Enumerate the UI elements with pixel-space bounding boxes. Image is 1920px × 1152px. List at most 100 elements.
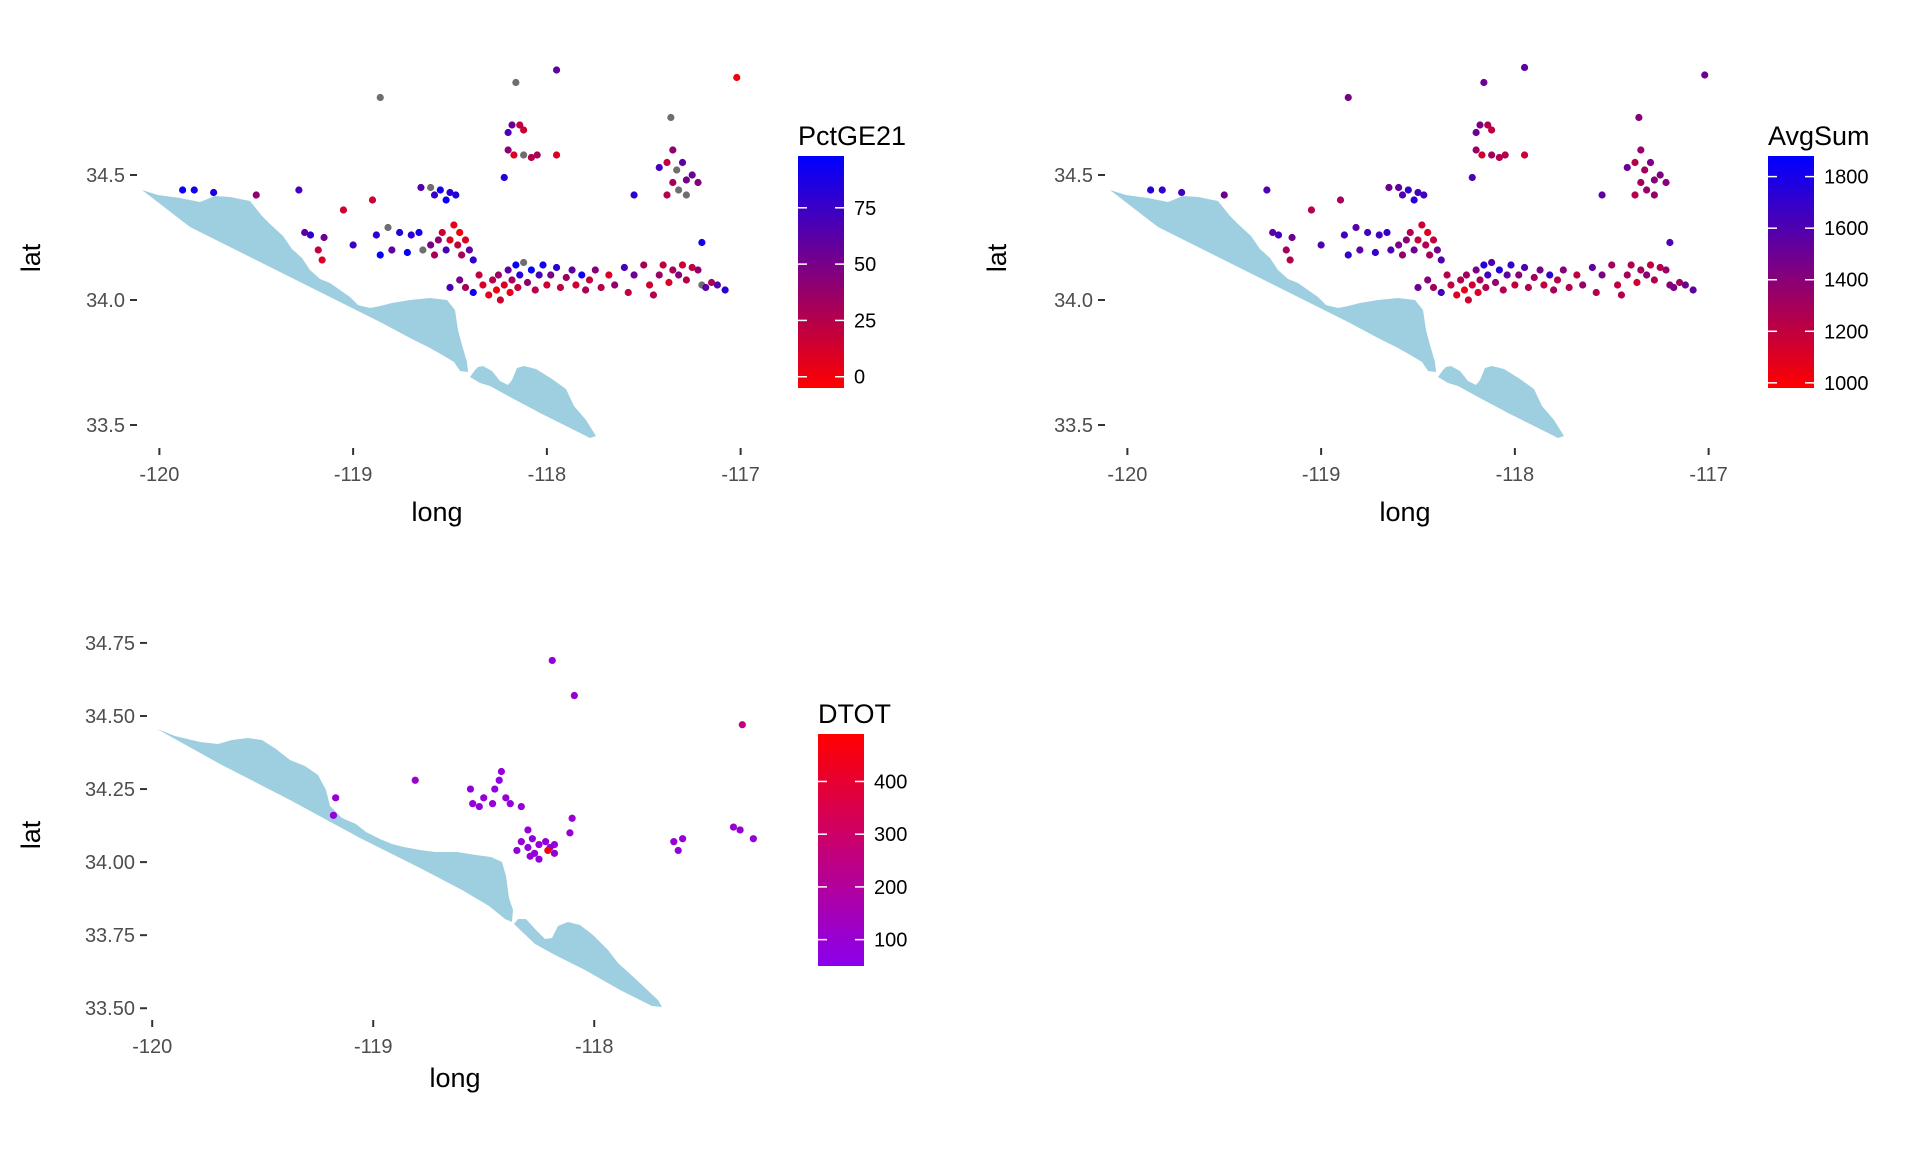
data-point [1433,246,1441,254]
data-point [419,246,427,254]
data-point [388,246,396,254]
data-point [1476,121,1484,129]
data-point [1410,246,1418,254]
data-point [407,231,415,239]
scatter-points [179,66,741,304]
data-point [694,178,702,187]
data-point [1656,263,1664,272]
legend-tick-label: 300 [874,824,907,846]
data-point [1484,121,1492,129]
y-tick-label: 34.50 [85,706,135,728]
x-tick-label: -117 [1689,464,1728,486]
data-point [446,283,454,292]
data-point [535,271,543,279]
data-point [568,814,576,822]
data-point [1476,276,1484,284]
data-point [673,166,681,174]
data-point [1147,186,1155,194]
data-point [659,261,667,269]
data-point [368,196,377,204]
data-point [411,776,419,784]
data-point [1387,246,1395,254]
x-tick-label: -119 [354,1036,393,1058]
data-point [1650,191,1658,199]
data-point [517,838,525,846]
data-point [1447,281,1455,289]
data-point [458,251,466,259]
data-point [504,146,512,154]
legend-tick-label: 1800 [1824,167,1869,189]
data-point [582,286,590,294]
data-point [1662,178,1670,187]
y-tick-label: 33.50 [85,998,135,1020]
data-point [548,656,556,665]
data-point [295,186,303,194]
data-point [446,236,454,244]
data-point [508,121,516,129]
data-point [469,800,477,808]
data-point [1398,191,1407,199]
data-point [1701,71,1709,79]
data-point [1579,281,1587,289]
data-point [1480,78,1488,87]
data-point [1420,191,1428,199]
data-point [1643,186,1651,194]
data-point [1404,186,1412,194]
data-point [1468,281,1476,289]
data-point [492,286,501,294]
legend-tick-label: 400 [874,771,907,793]
x-axis-title: long [411,497,462,527]
legend-tick-label: 50 [854,254,876,276]
x-axis-title: long [1379,497,1430,527]
data-point [506,800,514,808]
legend-tick-label: 1600 [1824,218,1869,240]
data-point [678,158,687,167]
data-point [682,276,690,284]
data-point [339,206,348,214]
data-point [1340,231,1348,239]
data-point [442,246,450,254]
data-point [396,228,404,237]
data-point [1631,158,1639,167]
data-point [496,296,504,304]
data-point [669,266,677,274]
data-point [1613,281,1622,289]
map-panel-avgsum: lat 33.5 34.0 34.5 -120 -119 -118 -117 long A… [982,63,1870,527]
data-point [1598,271,1606,279]
x-tick-label: -118 [528,464,567,486]
data-point [1480,261,1488,269]
data-point [314,246,322,254]
data-point [1418,221,1426,229]
x-axis: -120 -119 -118 -117 long [1107,448,1728,527]
legend: PctGE21 0 25 50 75 [798,121,906,389]
data-point [1474,288,1482,297]
data-point [578,271,586,279]
data-point [1158,186,1166,194]
y-tick-label: 34.00 [85,852,135,874]
data-point [376,93,384,102]
coastline-landmass [1110,190,1564,438]
data-point [1623,163,1631,172]
data-point [512,78,520,87]
data-point [480,794,488,802]
data-point [605,271,613,279]
data-point [1317,241,1325,249]
data-point [591,266,599,274]
data-point [1546,271,1554,279]
data-point [1395,183,1403,192]
data-point [669,178,677,187]
data-point [1307,206,1316,214]
y-tick-label: 34.5 [86,165,125,187]
data-point [452,191,460,199]
data-point [1453,291,1461,299]
data-point [527,266,535,274]
data-point [1627,261,1635,269]
data-point [528,835,536,843]
data-point [495,776,503,784]
y-tick-label: 33.5 [1054,415,1093,437]
data-point [376,251,384,259]
data-point [1437,256,1445,264]
legend-title: AvgSum [1768,121,1870,151]
data-point [512,261,520,269]
data-point [523,278,532,287]
